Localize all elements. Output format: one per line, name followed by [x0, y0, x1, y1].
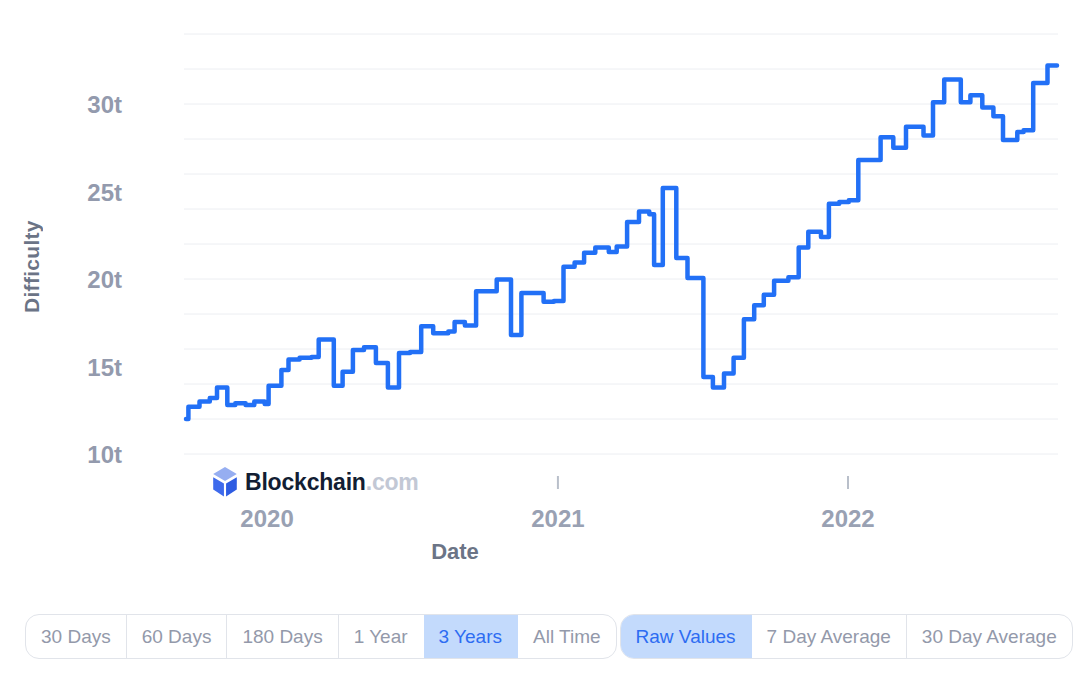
range-button-all-time[interactable]: All Time [518, 615, 616, 658]
blockchain-logo: Blockchain.com [212, 467, 419, 497]
logo-brand: Blockchain [245, 469, 366, 495]
range-button-60-days[interactable]: 60 Days [127, 615, 228, 658]
range-button-3-years[interactable]: 3 Years [424, 615, 518, 658]
logo-suffix: .com [366, 469, 419, 495]
x-tick-label-2020: 2020 [240, 505, 293, 532]
y-tick-label-30t: 30t [87, 91, 122, 118]
x-axis-title: Date [405, 539, 505, 565]
mode-button-7-day-average[interactable]: 7 Day Average [752, 615, 907, 658]
range-button-group: 30 Days60 Days180 Days1 Year3 YearsAll T… [25, 614, 617, 659]
chart-controls: 30 Days60 Days180 Days1 Year3 YearsAll T… [25, 614, 1073, 659]
x-tick-label-2022: 2022 [821, 505, 874, 532]
mode-button-30-day-average[interactable]: 30 Day Average [907, 615, 1072, 658]
y-tick-label-25t: 25t [87, 179, 122, 206]
logo-wordmark: Blockchain.com [245, 469, 419, 496]
mode-button-group: Raw Values7 Day Average30 Day Average [620, 614, 1073, 659]
blockchain-cube-icon [212, 467, 238, 497]
y-tick-label-15t: 15t [87, 354, 122, 381]
y-axis-title: Difficulty [20, 188, 44, 313]
y-tick-label-10t: 10t [87, 441, 122, 468]
range-button-180-days[interactable]: 180 Days [227, 615, 338, 658]
difficulty-chart-page: 10t 15t 20t 25t 30t 2020 2021 2022 Difficulty D… [0, 0, 1081, 678]
difficulty-chart[interactable]: 10t 15t 20t 25t 30t 2020 2021 2022 [0, 0, 1081, 678]
range-button-30-days[interactable]: 30 Days [26, 615, 127, 658]
difficulty-line[interactable] [186, 66, 1057, 420]
x-tick-label-2021: 2021 [531, 505, 584, 532]
range-button-1-year[interactable]: 1 Year [339, 615, 424, 658]
mode-button-raw-values[interactable]: Raw Values [621, 615, 752, 658]
y-tick-label-20t: 20t [87, 266, 122, 293]
